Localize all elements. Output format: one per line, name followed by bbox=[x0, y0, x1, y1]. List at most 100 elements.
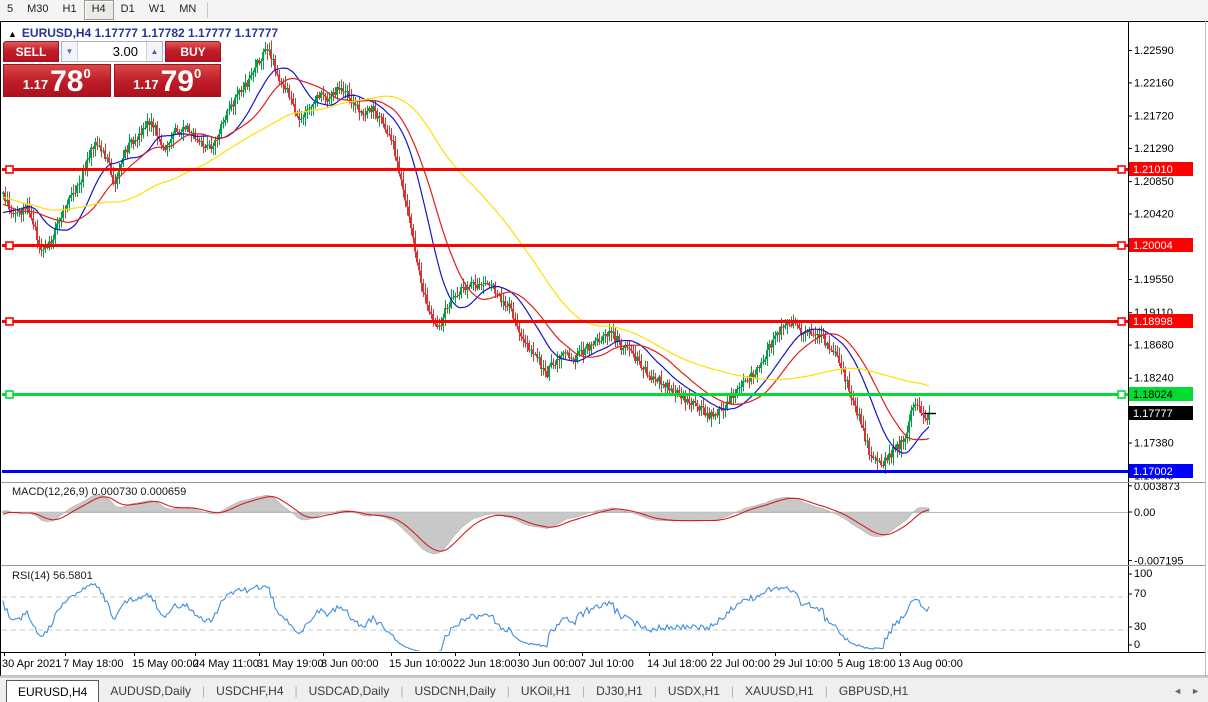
rsi-line bbox=[2, 582, 930, 651]
date-label: 22 Jul 00:00 bbox=[710, 658, 770, 670]
timeframe-button-d1[interactable]: D1 bbox=[120, 3, 135, 15]
tab-gbpusd-h1[interactable]: GBPUSD,H1 bbox=[838, 683, 909, 698]
tab-xauusd-h1[interactable]: XAUUSD,H1 bbox=[745, 683, 814, 698]
rsi-axis-label: 100 bbox=[1134, 568, 1152, 580]
date-label: 31 May 19:00 bbox=[257, 658, 324, 670]
date-label: 29 Jul 10:00 bbox=[773, 658, 833, 670]
tab-dj30-h1[interactable]: DJ30,H1 bbox=[596, 683, 643, 698]
level-line-1.18998[interactable] bbox=[2, 317, 1128, 326]
level-line-1.18024[interactable] bbox=[2, 390, 1128, 399]
line-drag-handle[interactable] bbox=[5, 317, 14, 326]
timeframe-button-h1[interactable]: H1 bbox=[62, 3, 77, 15]
tab-separator: | bbox=[824, 683, 828, 698]
one-click-trading-panel: SELL ▼ 3.00 ▲ BUY 1.17 78 0 1.17 79 0 bbox=[3, 41, 221, 97]
buy-button[interactable]: BUY bbox=[165, 41, 221, 62]
tab-ukoil-h1[interactable]: UKOil,H1 bbox=[520, 683, 571, 698]
line-drag-handle[interactable] bbox=[1117, 317, 1126, 326]
tab-usdx-h1[interactable]: USDX,H1 bbox=[667, 683, 720, 698]
tab-usdcad-daily[interactable]: USDCAD,Daily bbox=[308, 683, 390, 698]
price-label: 1.17380 bbox=[1134, 438, 1174, 450]
line-drag-handle[interactable] bbox=[1117, 165, 1126, 174]
level-line-1.20004[interactable] bbox=[2, 241, 1128, 250]
tab-eurusd-h4[interactable]: EURUSD,H4 bbox=[6, 680, 100, 702]
buy-price-display[interactable]: 1.17 79 0 bbox=[113, 64, 221, 98]
date-label: 14 Jul 18:00 bbox=[647, 658, 707, 670]
sell-price-big: 78 bbox=[50, 65, 84, 98]
date-label: 24 May 11:00 bbox=[193, 658, 259, 670]
tabs-scroll-right-icon[interactable]: ► bbox=[1191, 685, 1200, 696]
price-label: 1.18680 bbox=[1134, 340, 1174, 352]
timeframe-toolbar: 5 M30 H1 H4 D1 W1 MN bbox=[0, 0, 1208, 21]
buy-price-big: 79 bbox=[160, 65, 194, 98]
tab-separator: | bbox=[653, 683, 657, 698]
price-label: 1.21720 bbox=[1134, 111, 1174, 123]
timeframe-button-5[interactable]: 5 bbox=[7, 3, 14, 15]
svg-text:1.17002: 1.17002 bbox=[1133, 466, 1173, 478]
sell-price-handle: 1.17 bbox=[22, 77, 49, 92]
tabs-scroll-left-icon[interactable]: ◄ bbox=[1173, 685, 1183, 696]
tab-usdchf-h4[interactable]: USDCHF,H4 bbox=[216, 683, 284, 698]
price-label: 1.22160 bbox=[1134, 77, 1174, 89]
date-label: 15 Jun 10:00 bbox=[389, 658, 453, 670]
volume-input[interactable]: 3.00 bbox=[112, 44, 138, 59]
svg-text:1.20004: 1.20004 bbox=[1133, 240, 1173, 252]
macd-axis-label: 0.00 bbox=[1134, 507, 1155, 519]
rsi-axis-label: 30 bbox=[1134, 621, 1146, 633]
date-label: 5 Aug 18:00 bbox=[837, 658, 896, 670]
price-label: 1.22590 bbox=[1134, 45, 1174, 57]
timeframe-button-mn[interactable]: MN bbox=[179, 3, 197, 15]
svg-text:1.21010: 1.21010 bbox=[1133, 164, 1173, 176]
price-badge-1.18998: 1.18998 bbox=[1129, 314, 1193, 328]
price-badge-1.18024: 1.18024 bbox=[1129, 387, 1193, 401]
ma-line-fast bbox=[2, 67, 930, 454]
svg-text:1.18998: 1.18998 bbox=[1133, 316, 1173, 328]
macd-panel bbox=[1, 494, 1128, 554]
price-label: 1.20420 bbox=[1134, 209, 1174, 221]
svg-text:1.17777: 1.17777 bbox=[1133, 408, 1173, 420]
date-label: 30 Apr 2021 bbox=[2, 658, 61, 670]
macd-axis-label: -0.007195 bbox=[1134, 556, 1184, 568]
rsi-axis-label: 70 bbox=[1134, 588, 1146, 600]
date-label: 7 Jul 10:00 bbox=[580, 658, 634, 670]
macd-axis-label: 0.003873 bbox=[1134, 481, 1180, 493]
tab-separator: | bbox=[400, 683, 404, 698]
timeframe-button-h4[interactable]: H4 bbox=[83, 0, 114, 20]
macd-signal-line bbox=[2, 496, 930, 552]
date-label: 15 May 00:00 bbox=[132, 658, 199, 670]
line-drag-handle[interactable] bbox=[5, 390, 14, 399]
line-drag-handle[interactable] bbox=[5, 241, 14, 250]
price-label: 1.21290 bbox=[1134, 143, 1174, 155]
tab-usdcnh-daily[interactable]: USDCNH,Daily bbox=[414, 683, 496, 698]
buy-price-handle: 1.17 bbox=[133, 77, 159, 92]
date-label: 8 Jun 00:00 bbox=[321, 658, 379, 670]
date-label: 30 Jun 00:00 bbox=[517, 658, 581, 670]
line-drag-handle[interactable] bbox=[5, 165, 14, 174]
volume-increase-button[interactable]: ▲ bbox=[146, 42, 162, 61]
price-label: 1.19550 bbox=[1134, 274, 1174, 286]
tab-audusd-daily[interactable]: AUDUSD,Daily bbox=[110, 683, 192, 698]
level-line-1.21010[interactable] bbox=[2, 165, 1128, 174]
ma-line-medium bbox=[2, 77, 930, 441]
rsi-axis-label: 0 bbox=[1134, 639, 1140, 651]
timeframe-button-m30[interactable]: M30 bbox=[27, 3, 49, 15]
sell-button[interactable]: SELL bbox=[3, 41, 59, 62]
current-price-badge: 1.17777 bbox=[1129, 406, 1193, 420]
toolbar-separator bbox=[207, 2, 209, 18]
price-label: 1.18240 bbox=[1134, 373, 1174, 385]
date-label: 7 May 18:00 bbox=[63, 658, 124, 670]
buy-price-pip: 0 bbox=[193, 66, 202, 81]
tab-separator: | bbox=[294, 683, 298, 698]
rsi-panel bbox=[2, 582, 1128, 651]
price-badge-1.20004: 1.20004 bbox=[1129, 238, 1193, 252]
sell-price-display[interactable]: 1.17 78 0 bbox=[3, 64, 111, 97]
volume-decrease-button[interactable]: ▼ bbox=[62, 42, 78, 61]
line-drag-handle[interactable] bbox=[1117, 241, 1126, 250]
timeframe-button-w1[interactable]: W1 bbox=[148, 3, 166, 15]
ma-line-slow bbox=[2, 95, 930, 387]
price-badge-1.21010: 1.21010 bbox=[1129, 162, 1193, 176]
volume-stepper: ▼ 3.00 ▲ bbox=[61, 41, 163, 62]
date-label: 13 Aug 00:00 bbox=[898, 658, 963, 670]
line-drag-handle[interactable] bbox=[1117, 390, 1126, 399]
